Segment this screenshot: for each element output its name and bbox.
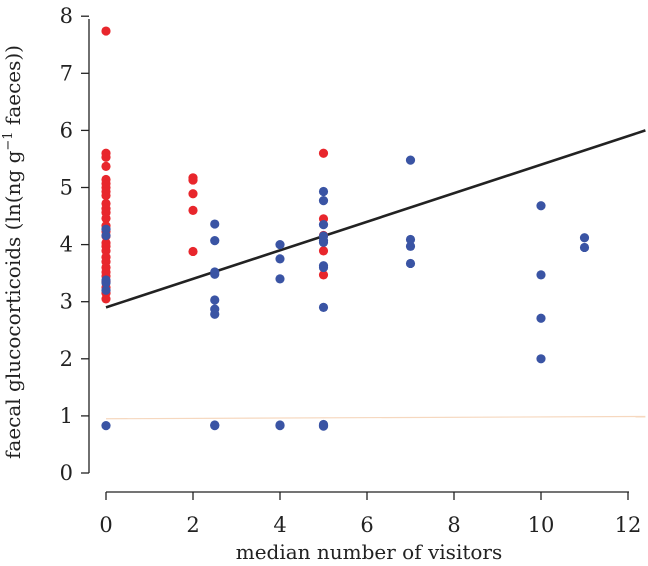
red-point [101,152,111,162]
y-tick-label: 1 [60,404,73,428]
x-tick-label: 0 [99,513,112,537]
x-tick-label: 6 [360,513,373,537]
y-axis-title-end: faeces)) [1,45,25,131]
red-point [101,213,111,223]
y-tick-label: 8 [60,4,73,28]
blue-point [405,241,416,251]
red-point [318,270,329,280]
red-point [188,205,198,215]
red-point [188,175,198,185]
red-point [188,189,198,199]
blue-point [536,313,546,323]
y-axis-title: faecal glucocorticoids (ln(ng g−1 faeces… [1,45,25,459]
regression-line [105,129,646,309]
y-tick-label: 7 [60,61,73,85]
blue-point [210,421,220,431]
blue-point [318,237,329,247]
blue-point [579,233,590,243]
y-tick-label: 5 [60,176,73,200]
y-tick-label: 4 [60,233,73,257]
blue-point [536,270,546,280]
y-tick-label: 3 [60,290,73,314]
blue-point [405,234,416,245]
data-points [101,26,590,431]
blue-point [318,302,329,313]
y-axis-title-main: faecal glucocorticoids (ln(ng g [1,150,25,459]
y-axis-title-sup: −1 [1,131,16,150]
blue-point [405,155,416,165]
x-tick-label: 2 [186,513,199,537]
blue-point [579,242,590,253]
blue-point [318,186,329,197]
x-axis-title: median number of visitors [236,540,503,564]
blue-point [101,421,111,431]
y-tick-label: 0 [60,461,73,485]
blue-point [210,219,220,229]
x-tick-label: 4 [273,513,286,537]
red-point [188,246,198,257]
x-tick-label: 12 [615,513,642,537]
red-point [101,161,111,171]
blue-point [405,258,416,269]
blue-point [318,196,329,206]
blue-point [101,285,111,295]
x-tick-label: 10 [528,513,555,537]
x-ticks: 0 2 4 6 8 10 12 [99,492,641,537]
blue-point [536,354,546,364]
trend-lines [105,129,646,420]
red-point [101,26,111,36]
blue-point [210,309,220,319]
blue-point [275,274,285,284]
y-tick-label: 6 [60,118,73,142]
red-point [101,294,111,304]
blue-point [318,220,329,230]
blue-point [101,278,111,288]
faint-reference-line [105,415,646,420]
blue-point [275,240,285,250]
blue-point [318,421,329,431]
blue-point [536,201,546,211]
axes [88,19,629,493]
y-ticks: 0 1 2 3 4 5 6 7 8 [60,4,89,485]
x-tick-label: 8 [447,513,460,537]
blue-point [275,254,285,264]
blue-point [210,236,220,246]
red-point [318,148,329,158]
y-tick-label: 2 [60,347,73,371]
red-point [101,190,111,201]
blue-point [275,421,285,431]
red-point [318,246,329,256]
blue-point [101,230,111,241]
blue-point [210,269,220,279]
blue-point [318,262,329,273]
blue-point [210,295,220,305]
